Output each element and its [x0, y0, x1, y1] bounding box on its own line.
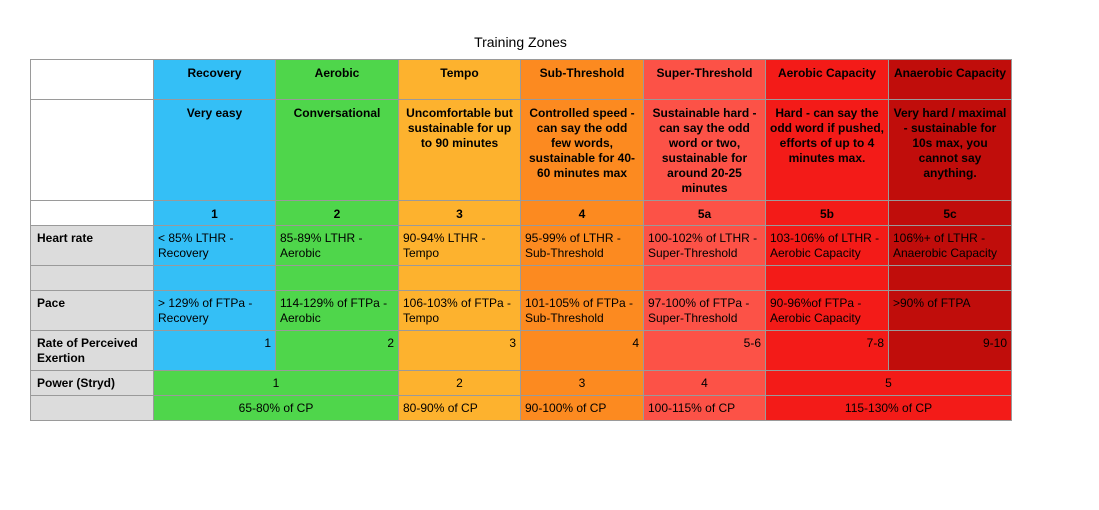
heart-rate-row: Heart rate < 85% LTHR - Recovery 85-89% …	[30, 225, 1012, 266]
row-label-heart-rate: Heart rate	[30, 225, 154, 266]
pace-row: Pace > 129% of FTPa - Recovery 114-129% …	[30, 290, 1012, 331]
rpe-cell: 2	[275, 330, 399, 371]
zone-number: 4	[520, 200, 644, 226]
pace-cell: > 129% of FTPa - Recovery	[153, 290, 276, 331]
empty-cell	[765, 265, 889, 291]
zone-name: Aerobic	[275, 59, 399, 100]
training-zones-table: Recovery Aerobic Tempo Sub-Threshold Sup…	[30, 59, 1012, 421]
page-title: Training Zones	[474, 34, 567, 50]
power-range-cell: 115-130% of CP	[765, 395, 1012, 421]
row-label-power: Power (Stryd)	[30, 370, 154, 396]
zone-name: Sub-Threshold	[520, 59, 644, 100]
zone-number: 5b	[765, 200, 889, 226]
power-range-cell: 90-100% of CP	[520, 395, 644, 421]
pace-cell: 114-129% of FTPa - Aerobic	[275, 290, 399, 331]
zone-description: Sustainable hard - can say the odd word …	[643, 99, 766, 201]
heart-rate-cell: 106%+ of LTHR - Anaerobic Capacity	[888, 225, 1012, 266]
rpe-cell: 9-10	[888, 330, 1012, 371]
power-zone-cell: 3	[520, 370, 644, 396]
power-zone-cell: 4	[643, 370, 766, 396]
empty-cell	[520, 265, 644, 291]
zone-number: 3	[398, 200, 521, 226]
rpe-cell: 1	[153, 330, 276, 371]
heart-rate-cell: 100-102% of LTHR - Super-Threshold	[643, 225, 766, 266]
rpe-cell: 7-8	[765, 330, 889, 371]
power-zone-cell: 1	[153, 370, 399, 396]
zone-description-row: Very easy Conversational Uncomfortable b…	[30, 99, 1012, 201]
zone-number-row: 1 2 3 4 5a 5b 5c	[30, 200, 1012, 226]
power-range-row: 65-80% of CP 80-90% of CP 90-100% of CP …	[30, 395, 1012, 421]
empty-cell	[30, 99, 154, 201]
heart-rate-cell: 103-106% of LTHR - Aerobic Capacity	[765, 225, 889, 266]
heart-rate-cell: < 85% LTHR - Recovery	[153, 225, 276, 266]
zone-number: 2	[275, 200, 399, 226]
empty-cell	[153, 265, 276, 291]
empty-cell	[30, 200, 154, 226]
rpe-row: Rate of Perceived Exertion 1 2 3 4 5-6 7…	[30, 330, 1012, 371]
pace-cell: 106-103% of FTPa - Tempo	[398, 290, 521, 331]
empty-cell	[888, 265, 1012, 291]
zone-name: Tempo	[398, 59, 521, 100]
pace-cell: 101-105% of FTPa - Sub-Threshold	[520, 290, 644, 331]
zone-name-row: Recovery Aerobic Tempo Sub-Threshold Sup…	[30, 59, 1012, 100]
pace-cell: 90-96%of FTPa - Aerobic Capacity	[765, 290, 889, 331]
empty-cell	[30, 59, 154, 100]
zone-description: Uncomfortable but sustainable for up to …	[398, 99, 521, 201]
zone-description: Conversational	[275, 99, 399, 201]
zone-description: Controlled speed - can say the odd few w…	[520, 99, 644, 201]
empty-label-cell	[30, 395, 154, 421]
zone-number: 1	[153, 200, 276, 226]
row-label-rpe: Rate of Perceived Exertion	[30, 330, 154, 371]
zone-name: Recovery	[153, 59, 276, 100]
zone-description: Hard - can say the odd word if pushed, e…	[765, 99, 889, 201]
zone-name: Aerobic Capacity	[765, 59, 889, 100]
power-row: Power (Stryd) 1 2 3 4 5	[30, 370, 1012, 396]
zone-number: 5c	[888, 200, 1012, 226]
heart-rate-cell: 85-89% LTHR - Aerobic	[275, 225, 399, 266]
empty-label-cell	[30, 265, 154, 291]
spacer-row	[30, 265, 1012, 291]
zone-description: Very hard / maximal - sustainable for 10…	[888, 99, 1012, 201]
rpe-cell: 4	[520, 330, 644, 371]
power-range-cell: 100-115% of CP	[643, 395, 766, 421]
rpe-cell: 3	[398, 330, 521, 371]
power-zone-cell: 2	[398, 370, 521, 396]
zone-number: 5a	[643, 200, 766, 226]
pace-cell: >90% of FTPA	[888, 290, 1012, 331]
row-label-pace: Pace	[30, 290, 154, 331]
heart-rate-cell: 90-94% LTHR - Tempo	[398, 225, 521, 266]
pace-cell: 97-100% of FTPa - Super-Threshold	[643, 290, 766, 331]
zone-description: Very easy	[153, 99, 276, 201]
power-range-cell: 65-80% of CP	[153, 395, 399, 421]
zone-name: Super-Threshold	[643, 59, 766, 100]
heart-rate-cell: 95-99% of LTHR - Sub-Threshold	[520, 225, 644, 266]
power-zone-cell: 5	[765, 370, 1012, 396]
empty-cell	[275, 265, 399, 291]
power-range-cell: 80-90% of CP	[398, 395, 521, 421]
empty-cell	[398, 265, 521, 291]
zone-name: Anaerobic Capacity	[888, 59, 1012, 100]
empty-cell	[643, 265, 766, 291]
rpe-cell: 5-6	[643, 330, 766, 371]
